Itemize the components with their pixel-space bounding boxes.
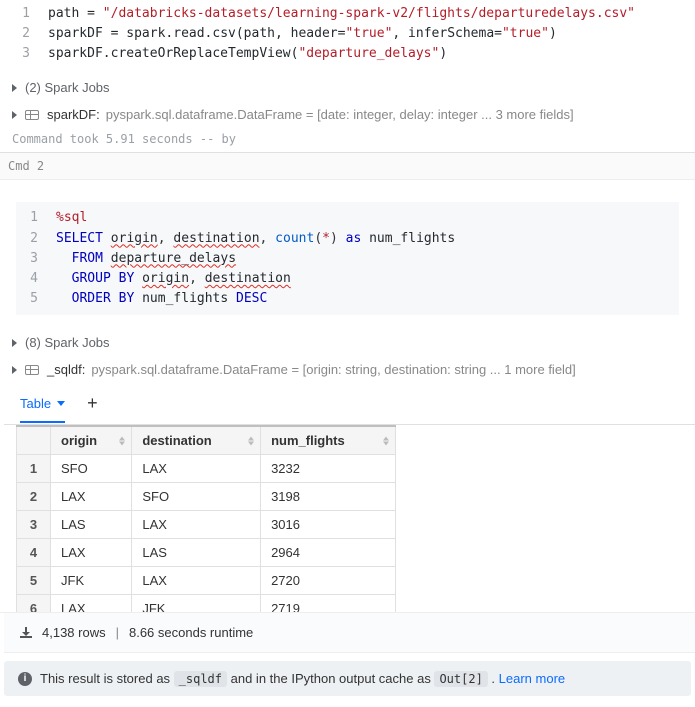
row-count: 4,138 rows: [42, 625, 106, 640]
code-cell-2[interactable]: 1 2 3 4 5 %sql SELECT origin, destinatio…: [16, 208, 679, 309]
line-number: 1: [24, 208, 38, 228]
row-index: 5: [17, 567, 51, 595]
cell: 2964: [261, 539, 396, 567]
dataframe-schema-toggle-2[interactable]: _sqldf: pyspark.sql.dataframe.DataFrame …: [0, 356, 695, 383]
line-number: 1: [16, 4, 30, 24]
table-row[interactable]: 3LASLAX3016: [17, 511, 396, 539]
spark-jobs-toggle-2[interactable]: (8) Spark Jobs: [0, 329, 695, 356]
table-row[interactable]: 1SFOLAX3232: [17, 455, 396, 483]
spark-jobs-toggle[interactable]: (2) Spark Jobs: [0, 74, 695, 101]
code-cell-2-wrapper: 1 2 3 4 5 %sql SELECT origin, destinatio…: [16, 202, 679, 315]
cell: 3232: [261, 455, 396, 483]
cell: LAX: [132, 455, 261, 483]
df-type: pyspark.sql.dataframe.DataFrame = [date:…: [106, 107, 574, 122]
tab-label: Table: [20, 396, 51, 411]
info-icon: i: [18, 672, 32, 686]
row-index: 1: [17, 455, 51, 483]
cell: 2719: [261, 595, 396, 614]
code-cell-1[interactable]: 1 2 3 path = "/databricks-datasets/learn…: [0, 0, 695, 74]
line-number: 2: [24, 229, 38, 249]
cell: JFK: [132, 595, 261, 614]
results-table-container: origin destination num_flights 1SFOLAX32…: [0, 425, 695, 613]
spark-jobs-label: (8) Spark Jobs: [25, 335, 110, 350]
line-number: 4: [24, 269, 38, 289]
chevron-down-icon: [57, 401, 65, 406]
cell: LAX: [51, 595, 132, 614]
code-content[interactable]: %sql SELECT origin, destination, count(*…: [56, 208, 455, 309]
out-pill: Out[2]: [434, 671, 487, 687]
cell: SFO: [51, 455, 132, 483]
row-index: 3: [17, 511, 51, 539]
line-number: 2: [16, 24, 30, 44]
cell: JFK: [51, 567, 132, 595]
result-tabs: Table +: [4, 383, 695, 425]
separator: |: [116, 625, 119, 640]
info-text: This result is stored as _sqldf and in t…: [40, 671, 565, 686]
cell: LAS: [132, 539, 261, 567]
info-bar: i This result is stored as _sqldf and in…: [4, 661, 691, 696]
line-number: 3: [24, 249, 38, 269]
table-row[interactable]: 4LAXLAS2964: [17, 539, 396, 567]
df-type: pyspark.sql.dataframe.DataFrame = [origi…: [91, 362, 575, 377]
add-tab-button[interactable]: +: [87, 393, 98, 424]
cell: LAS: [51, 511, 132, 539]
cell: 3198: [261, 483, 396, 511]
table-row[interactable]: 2LAXSFO3198: [17, 483, 396, 511]
dataframe-schema-toggle[interactable]: sparkDF: pyspark.sql.dataframe.DataFrame…: [0, 101, 695, 128]
cell: LAX: [132, 567, 261, 595]
table-row[interactable]: 5JFKLAX2720: [17, 567, 396, 595]
caret-icon: [12, 84, 17, 92]
runtime: 8.66 seconds runtime: [129, 625, 253, 640]
command-label: Cmd 2: [0, 153, 695, 180]
gutter: 1 2 3: [16, 4, 48, 64]
cell: LAX: [51, 483, 132, 511]
cell: LAX: [132, 511, 261, 539]
cell: 3016: [261, 511, 396, 539]
spark-jobs-label: (2) Spark Jobs: [25, 80, 110, 95]
gutter: 1 2 3 4 5: [24, 208, 56, 309]
cell: 2720: [261, 567, 396, 595]
caret-icon: [12, 339, 17, 347]
cell: LAX: [51, 539, 132, 567]
index-header[interactable]: [17, 426, 51, 455]
results-table: origin destination num_flights 1SFOLAX32…: [16, 425, 396, 613]
caret-icon: [12, 366, 17, 374]
dataframe-icon: [25, 110, 39, 120]
row-index: 2: [17, 483, 51, 511]
row-index: 4: [17, 539, 51, 567]
table-footer: 4,138 rows | 8.66 seconds runtime: [4, 613, 695, 653]
df-name: _sqldf:: [47, 362, 85, 377]
col-num-flights[interactable]: num_flights: [261, 426, 396, 455]
df-name: sparkDF:: [47, 107, 100, 122]
col-destination[interactable]: destination: [132, 426, 261, 455]
col-origin[interactable]: origin: [51, 426, 132, 455]
code-content[interactable]: path = "/databricks-datasets/learning-sp…: [48, 4, 635, 64]
command-timing: Command took 5.91 seconds -- by: [0, 128, 695, 153]
dataframe-icon: [25, 365, 39, 375]
learn-more-link[interactable]: Learn more: [499, 671, 565, 686]
row-index: 6: [17, 595, 51, 614]
line-number: 3: [16, 44, 30, 64]
line-number: 5: [24, 289, 38, 309]
table-row[interactable]: 6LAXJFK2719: [17, 595, 396, 614]
caret-icon: [12, 111, 17, 119]
tab-table[interactable]: Table: [20, 396, 65, 423]
cell: SFO: [132, 483, 261, 511]
sqldf-pill: _sqldf: [174, 671, 227, 687]
download-button[interactable]: [20, 627, 32, 639]
